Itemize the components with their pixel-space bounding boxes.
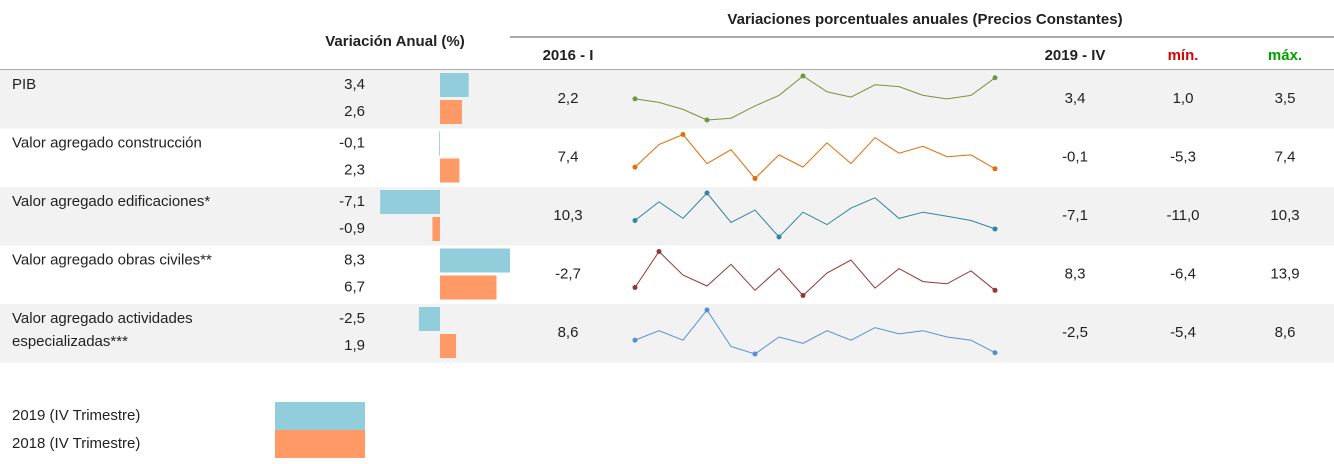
value: 8,6: [558, 324, 579, 341]
bar: [440, 158, 460, 183]
spark-marker: [632, 337, 638, 343]
legend-label: 2019 (IV Trimestre): [12, 407, 140, 424]
header: 2016 - I: [543, 47, 594, 64]
value: 3,4: [1065, 90, 1086, 107]
spark-marker: [992, 350, 998, 356]
spark-marker: [992, 166, 998, 172]
spark-marker: [704, 307, 710, 313]
spark-marker: [992, 226, 998, 232]
value: -0,1: [339, 134, 365, 151]
legend-swatch: [275, 402, 365, 430]
spark-marker: [632, 284, 638, 290]
spark-marker: [680, 132, 686, 137]
spark-marker: [992, 287, 998, 293]
row-bg: [0, 187, 1334, 246]
header: Variaciones porcentuales anuales (Precio…: [727, 11, 1122, 28]
bar: [440, 100, 462, 124]
spark-marker: [992, 75, 998, 81]
row-label: Valor agregado construcción: [12, 134, 202, 151]
value: 3,5: [1275, 90, 1296, 107]
value: 10,3: [553, 207, 582, 224]
spark-marker: [800, 293, 806, 298]
sparkline: [634, 250, 996, 297]
header: 2019 - IV: [1045, 47, 1106, 64]
row-bg: [0, 304, 1334, 363]
spark-marker: [704, 190, 710, 196]
sparkline: [634, 133, 996, 180]
bar: [432, 217, 440, 241]
spark-marker: [632, 96, 638, 102]
value: 2,2: [558, 90, 579, 107]
spark-marker: [656, 249, 662, 254]
sparkline: [634, 192, 996, 238]
bar: [440, 275, 497, 300]
bar: [440, 334, 457, 358]
value: -0,9: [339, 220, 365, 237]
spark-marker: [800, 73, 806, 79]
value: 3,4: [344, 76, 365, 93]
bar: [439, 131, 440, 156]
spark-marker: [632, 217, 638, 223]
value: 10,3: [1270, 207, 1299, 224]
row-label: especializadas***: [12, 333, 128, 350]
value: -5,4: [1170, 324, 1196, 341]
row-label: PIB: [12, 76, 36, 93]
sparkline: [634, 75, 996, 121]
sparkline: [634, 309, 996, 355]
value: 7,4: [1275, 149, 1296, 166]
header: mín.: [1168, 47, 1199, 64]
value: -2,7: [555, 266, 581, 283]
value: 7,4: [558, 149, 579, 166]
value: -2,5: [339, 310, 365, 327]
value: 1,9: [344, 337, 365, 354]
header: máx.: [1268, 47, 1302, 64]
header: Variación Anual (%): [325, 33, 464, 50]
value: 8,3: [344, 251, 365, 268]
value: 1,0: [1173, 90, 1194, 107]
value: 8,6: [1275, 324, 1296, 341]
legend-swatch: [275, 430, 365, 458]
row-label: Valor agregado actividades: [12, 310, 193, 327]
value: 2,6: [344, 103, 365, 120]
value: -6,4: [1170, 266, 1196, 283]
spark-marker: [752, 351, 758, 357]
row-bg: [0, 70, 1334, 129]
value: 13,9: [1270, 266, 1299, 283]
value: 6,7: [344, 278, 365, 295]
value: -7,1: [1062, 207, 1088, 224]
value: -7,1: [339, 193, 365, 210]
row-label: Valor agregado obras civiles**: [12, 251, 212, 268]
value: -2,5: [1062, 324, 1088, 341]
bar: [440, 248, 510, 273]
spark-marker: [752, 176, 758, 181]
value: -11,0: [1166, 207, 1199, 224]
bar: [380, 190, 440, 214]
value: -5,3: [1170, 149, 1196, 166]
bar: [418, 307, 440, 331]
value: -0,1: [1062, 149, 1088, 166]
value: 2,3: [344, 161, 365, 178]
value: 8,3: [1065, 266, 1086, 283]
spark-marker: [704, 117, 710, 123]
row-label: Valor agregado edificaciones*: [12, 193, 210, 210]
bar: [440, 73, 469, 97]
legend-label: 2018 (IV Trimestre): [12, 435, 140, 452]
spark-marker: [776, 234, 782, 240]
spark-marker: [632, 164, 638, 170]
